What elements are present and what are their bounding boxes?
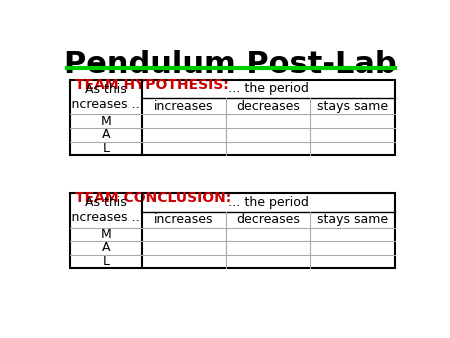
- Text: … the period: … the period: [228, 82, 309, 95]
- Text: decreases: decreases: [236, 213, 300, 226]
- Bar: [70, 80, 395, 155]
- Text: TEAM CONCLUSION:: TEAM CONCLUSION:: [76, 191, 232, 205]
- Text: TEAM HYPOTHESIS:: TEAM HYPOTHESIS:: [76, 77, 229, 92]
- Text: increases: increases: [154, 213, 213, 226]
- Text: As this
increases …: As this increases …: [68, 196, 144, 224]
- Text: A: A: [102, 241, 110, 255]
- Text: stays same: stays same: [317, 213, 388, 226]
- Text: M: M: [100, 115, 111, 128]
- Text: … the period: … the period: [228, 196, 309, 209]
- Text: decreases: decreases: [236, 100, 300, 113]
- Text: increases: increases: [154, 100, 213, 113]
- Text: stays same: stays same: [317, 100, 388, 113]
- Text: A: A: [102, 128, 110, 141]
- Bar: [70, 193, 395, 268]
- Text: L: L: [103, 142, 109, 155]
- Text: As this
increases …: As this increases …: [68, 83, 144, 111]
- Text: L: L: [103, 255, 109, 268]
- Text: M: M: [100, 228, 111, 241]
- Text: Pendulum Post-Lab: Pendulum Post-Lab: [64, 50, 397, 79]
